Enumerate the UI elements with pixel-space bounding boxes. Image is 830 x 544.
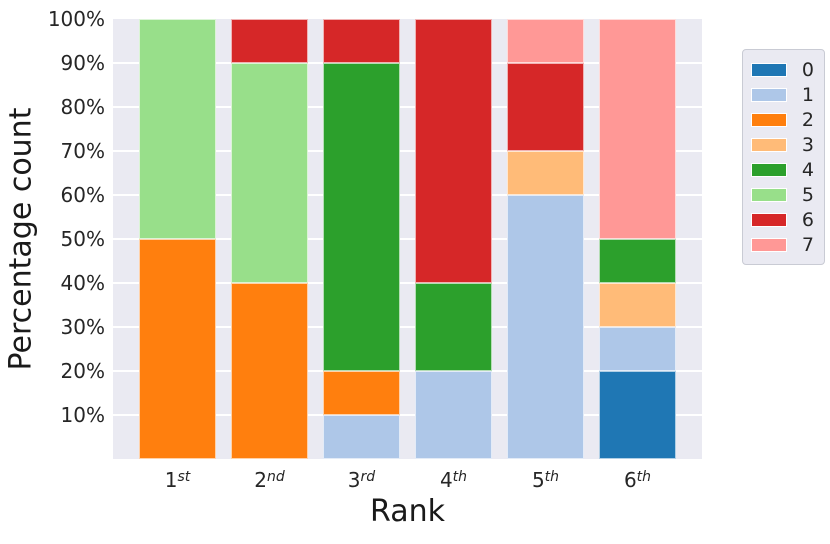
legend-label: 6 <box>801 208 814 231</box>
legend-item-4: 4 <box>751 157 814 182</box>
x-axis-title: Rank <box>370 494 445 529</box>
bar-segment-series-3 <box>507 151 584 195</box>
x-tick-base: 2 <box>254 468 267 492</box>
x-tick-base: 3 <box>347 468 361 492</box>
bar-segment-series-4 <box>599 239 676 283</box>
bar-rank-2 <box>231 19 308 459</box>
x-tick-ordinal-suffix: nd <box>266 469 285 485</box>
bar-segment-series-6 <box>231 19 308 63</box>
legend-swatch-icon <box>751 212 787 227</box>
x-tick-label: 3rd <box>348 468 375 492</box>
legend-swatch-icon <box>751 87 787 102</box>
x-tick-ordinal-suffix: rd <box>360 469 376 485</box>
bar-segment-series-5 <box>231 63 308 283</box>
legend-item-2: 2 <box>751 107 814 132</box>
gridline <box>113 106 702 108</box>
y-tick-label: 90% <box>60 51 105 75</box>
x-tick-base: 4 <box>439 468 453 492</box>
bar-rank-3 <box>323 19 400 459</box>
bar-rank-5 <box>507 19 584 459</box>
bar-rank-4 <box>415 19 492 459</box>
x-tick-label: 4th <box>440 468 467 492</box>
x-tick-base: 1 <box>164 468 178 492</box>
legend-label: 3 <box>801 133 814 156</box>
bar-segment-series-1 <box>323 415 400 459</box>
x-tick-base: 5 <box>531 468 545 492</box>
legend-swatch-icon <box>751 62 787 77</box>
gridline <box>113 238 702 240</box>
gridline <box>113 326 702 328</box>
bar-rank-6 <box>599 19 676 459</box>
legend-label: 0 <box>801 58 814 81</box>
y-tick-label: 10% <box>60 403 105 427</box>
gridline <box>113 62 702 64</box>
legend-item-0: 0 <box>751 57 814 82</box>
bar-segment-series-4 <box>415 283 492 371</box>
x-tick-label: 2nd <box>254 468 285 492</box>
gridline <box>113 370 702 372</box>
y-tick-label: 100% <box>47 7 105 31</box>
y-tick-label: 20% <box>60 359 105 383</box>
legend-swatch-icon <box>751 162 787 177</box>
gridline <box>113 194 702 196</box>
legend-item-7: 7 <box>751 232 814 257</box>
x-tick-label: 5th <box>532 468 559 492</box>
bar-rank-1 <box>139 19 216 459</box>
legend-label: 2 <box>801 108 814 131</box>
x-tick-ordinal-suffix: th <box>544 469 560 485</box>
y-tick-label: 40% <box>60 271 105 295</box>
bar-segment-series-2 <box>323 371 400 415</box>
legend-item-1: 1 <box>751 82 814 107</box>
bar-segment-series-0 <box>599 371 676 459</box>
x-tick-ordinal-suffix: st <box>177 469 191 485</box>
gridline <box>113 414 702 416</box>
gridline <box>113 150 702 152</box>
legend-item-3: 3 <box>751 132 814 157</box>
bar-segment-series-1 <box>507 195 584 459</box>
y-tick-label: 80% <box>60 95 105 119</box>
bar-segment-series-7 <box>507 19 584 63</box>
legend-item-5: 5 <box>751 182 814 207</box>
bar-segment-series-5 <box>139 19 216 239</box>
bar-segment-series-2 <box>231 283 308 459</box>
legend-swatch-icon <box>751 187 787 202</box>
bar-segment-series-1 <box>599 327 676 371</box>
bar-segment-series-7 <box>599 19 676 239</box>
x-tick-ordinal-suffix: th <box>452 469 468 485</box>
bar-segment-series-6 <box>415 19 492 283</box>
legend-item-6: 6 <box>751 207 814 232</box>
y-tick-label: 30% <box>60 315 105 339</box>
legend-label: 7 <box>801 233 814 256</box>
bar-segment-series-6 <box>507 63 584 151</box>
x-tick-label: 6th <box>624 468 651 492</box>
bar-segment-series-2 <box>139 239 216 459</box>
bar-segment-series-3 <box>599 283 676 327</box>
x-tick-base: 6 <box>623 468 637 492</box>
plot-area <box>113 19 702 459</box>
legend-swatch-icon <box>751 112 787 127</box>
legend-swatch-icon <box>751 137 787 152</box>
x-tick-ordinal-suffix: th <box>636 469 652 485</box>
x-tick-label: 1st <box>165 468 191 492</box>
bar-segment-series-4 <box>323 63 400 371</box>
legend-swatch-icon <box>751 237 787 252</box>
y-tick-label: 50% <box>60 227 105 251</box>
y-tick-label: 70% <box>60 139 105 163</box>
legend-label: 5 <box>801 183 814 206</box>
legend-label: 1 <box>801 83 814 106</box>
gridline <box>113 282 702 284</box>
bar-segment-series-1 <box>415 371 492 459</box>
bar-segment-series-6 <box>323 19 400 63</box>
y-tick-label: 60% <box>60 183 105 207</box>
legend-label: 4 <box>801 158 814 181</box>
